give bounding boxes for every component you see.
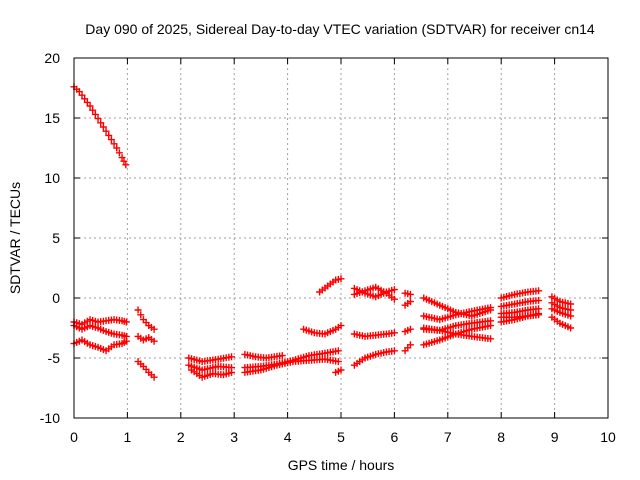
data-point <box>118 154 126 162</box>
data-points <box>70 83 575 381</box>
data-point <box>390 295 398 303</box>
y-tick-label: 5 <box>52 230 60 246</box>
data-point <box>337 322 345 330</box>
y-axis-label: SDTVAR / TECUs <box>7 182 23 294</box>
data-point <box>278 352 286 360</box>
data-point <box>89 106 97 114</box>
data-point <box>83 98 91 106</box>
y-tick-label: 20 <box>44 50 60 66</box>
data-point <box>94 115 102 123</box>
x-tick-label: 8 <box>497 429 505 445</box>
data-point <box>105 131 113 139</box>
y-tick-label: -5 <box>48 350 61 366</box>
data-point <box>86 102 94 110</box>
data-point <box>390 329 398 337</box>
data-point <box>150 373 158 381</box>
data-point <box>120 157 128 165</box>
data-point <box>390 347 398 355</box>
data-point <box>337 366 345 374</box>
data-point <box>122 337 130 345</box>
data-point <box>567 300 575 308</box>
x-tick-label: 7 <box>444 429 452 445</box>
data-point <box>487 304 495 312</box>
data-point <box>150 337 158 345</box>
data-point <box>115 149 123 157</box>
data-point <box>334 347 342 355</box>
data-point <box>567 312 575 320</box>
data-point <box>122 161 130 169</box>
data-point <box>535 287 543 295</box>
data-point <box>75 88 83 96</box>
data-point <box>487 335 495 343</box>
y-tick-label: 15 <box>44 110 60 126</box>
y-tick-label: 10 <box>44 170 60 186</box>
data-point <box>99 123 107 131</box>
data-point <box>137 311 145 319</box>
data-point <box>487 322 495 330</box>
x-tick-label: 1 <box>124 429 132 445</box>
tick-labels: 0 1 2 3 4 5 6 7 8 9 10 -10 -5 0 5 10 15 20 <box>40 50 616 445</box>
x-tick-label: 5 <box>337 429 345 445</box>
data-point <box>97 119 105 127</box>
data-point <box>228 368 236 376</box>
data-point <box>81 95 89 103</box>
x-axis-label: GPS time / hours <box>288 457 395 473</box>
data-point <box>107 136 115 144</box>
data-point <box>334 358 342 366</box>
data-point <box>122 318 130 326</box>
data-point <box>567 306 575 314</box>
data-point <box>406 290 414 298</box>
data-point <box>150 325 158 333</box>
data-point <box>406 298 414 306</box>
x-tick-label: 3 <box>230 429 238 445</box>
data-point <box>134 306 142 314</box>
data-point <box>228 353 236 361</box>
data-point <box>390 286 398 294</box>
x-tick-label: 6 <box>391 429 399 445</box>
data-point <box>535 296 543 304</box>
data-point <box>535 310 543 318</box>
x-tick-label: 10 <box>600 429 616 445</box>
data-point <box>406 341 414 349</box>
data-point <box>91 110 99 118</box>
x-tick-label: 9 <box>551 429 559 445</box>
x-tick-label: 4 <box>284 429 292 445</box>
plot-frame <box>73 57 609 419</box>
data-point <box>113 144 121 152</box>
y-tick-label: -10 <box>40 410 60 426</box>
grid-lines <box>74 58 608 418</box>
chart-title: Day 090 of 2025, Sidereal Day-to-day VTE… <box>85 21 595 37</box>
x-tick-label: 0 <box>70 429 78 445</box>
data-point <box>406 325 414 333</box>
data-point <box>78 91 86 99</box>
data-point <box>102 127 110 135</box>
data-point <box>337 275 345 283</box>
x-tick-label: 2 <box>177 429 185 445</box>
data-point <box>110 140 118 148</box>
data-point <box>567 324 575 332</box>
y-tick-label: 0 <box>52 290 60 306</box>
